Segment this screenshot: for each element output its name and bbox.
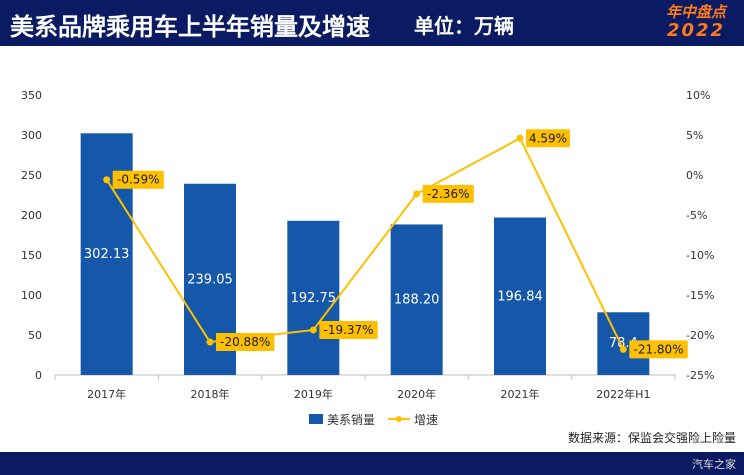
x-tick-label: 2020年 bbox=[397, 387, 436, 401]
growth-line bbox=[105, 136, 625, 350]
legend-bar-swatch bbox=[309, 414, 323, 424]
bar-value-label: 239.05 bbox=[187, 272, 233, 287]
bar-value-label: 196.84 bbox=[497, 289, 543, 304]
sales-growth-chart: 0 50 100 150 200 250 300 350 -25% -20% -15% -10% -5%… bbox=[21, 89, 714, 427]
y-right-tick-label: -10% bbox=[686, 249, 714, 262]
y-left-tick-label: 250 bbox=[21, 169, 42, 182]
growth-value-label: 4.59% bbox=[529, 131, 567, 145]
growth-value-label: -2.36% bbox=[427, 187, 469, 201]
y-right-tick-label: 0% bbox=[686, 169, 703, 182]
footer-bar bbox=[0, 452, 744, 475]
legend-line-label: 增速 bbox=[414, 413, 438, 427]
growth-label-box bbox=[319, 320, 378, 339]
header-bar: 美系品牌乘用车上半年销量及增速 单位：万辆 年中盘点 2022 bbox=[0, 0, 744, 46]
growth-value-label: -21.80% bbox=[633, 342, 683, 356]
bar-value-label: 192.75 bbox=[291, 291, 337, 306]
y-left-tick-label: 200 bbox=[21, 209, 42, 222]
growth-point-1 bbox=[206, 338, 214, 346]
y-left-tick-label: 0 bbox=[35, 369, 42, 382]
y-right-tick-label: -25% bbox=[686, 369, 714, 382]
bar-sales-2 bbox=[287, 220, 340, 375]
growth-point-5 bbox=[619, 345, 627, 353]
growth-label-box bbox=[629, 340, 688, 359]
x-tick-label: 2017年 bbox=[87, 387, 126, 401]
growth-point-3 bbox=[413, 190, 421, 198]
unit-label: 单位：万辆 bbox=[414, 14, 514, 38]
growth-point-2 bbox=[309, 326, 317, 334]
growth-label-box bbox=[216, 333, 275, 352]
growth-label-box bbox=[422, 184, 474, 203]
growth-value-label: -0.59% bbox=[117, 173, 159, 187]
badge-year: 2022 bbox=[666, 20, 726, 41]
x-tick-label: 2022年H1 bbox=[596, 387, 650, 401]
bar-value-label: 302.13 bbox=[84, 247, 130, 262]
x-tick-label: 2018年 bbox=[191, 387, 230, 401]
y-right-tick-label: 10% bbox=[686, 89, 710, 102]
y-right-tick-label: -20% bbox=[686, 329, 714, 342]
y-right-tick-label: -5% bbox=[686, 209, 707, 222]
y-left-tick-label: 150 bbox=[21, 249, 42, 262]
growth-label-box bbox=[526, 129, 570, 148]
legend-bar-label: 美系销量 bbox=[327, 413, 375, 427]
y-right-tick-label: 5% bbox=[686, 129, 703, 142]
x-tick-label: 2019年 bbox=[294, 387, 333, 401]
x-tick-label: 2021年 bbox=[501, 387, 540, 401]
bar-sales-3 bbox=[390, 224, 443, 375]
growth-point-0 bbox=[103, 176, 111, 184]
bar-value-label: 188.20 bbox=[394, 293, 440, 308]
y-left-tick-label: 50 bbox=[28, 329, 42, 342]
growth-label-box bbox=[112, 170, 164, 189]
midyear-badge: 年中盘点 2022 bbox=[652, 4, 740, 44]
growth-point-4 bbox=[516, 134, 524, 142]
y-left-tick-label: 300 bbox=[21, 129, 42, 142]
growth-value-label: -19.37% bbox=[323, 323, 373, 337]
y-right-tick-label: -15% bbox=[686, 289, 714, 302]
growth-value-label: -20.88% bbox=[220, 335, 270, 349]
data-source: 数据来源：保监会交强险上险量 bbox=[567, 431, 736, 445]
y-left-tick-label: 350 bbox=[21, 89, 42, 102]
page-title: 美系品牌乘用车上半年销量及增速 bbox=[10, 13, 370, 41]
bar-sales-4 bbox=[494, 217, 546, 375]
badge-text: 年中盘点 bbox=[665, 3, 726, 21]
legend-line-marker bbox=[396, 416, 402, 422]
watermark: 汽车之家 bbox=[692, 458, 736, 471]
y-left-tick-label: 100 bbox=[21, 289, 42, 302]
